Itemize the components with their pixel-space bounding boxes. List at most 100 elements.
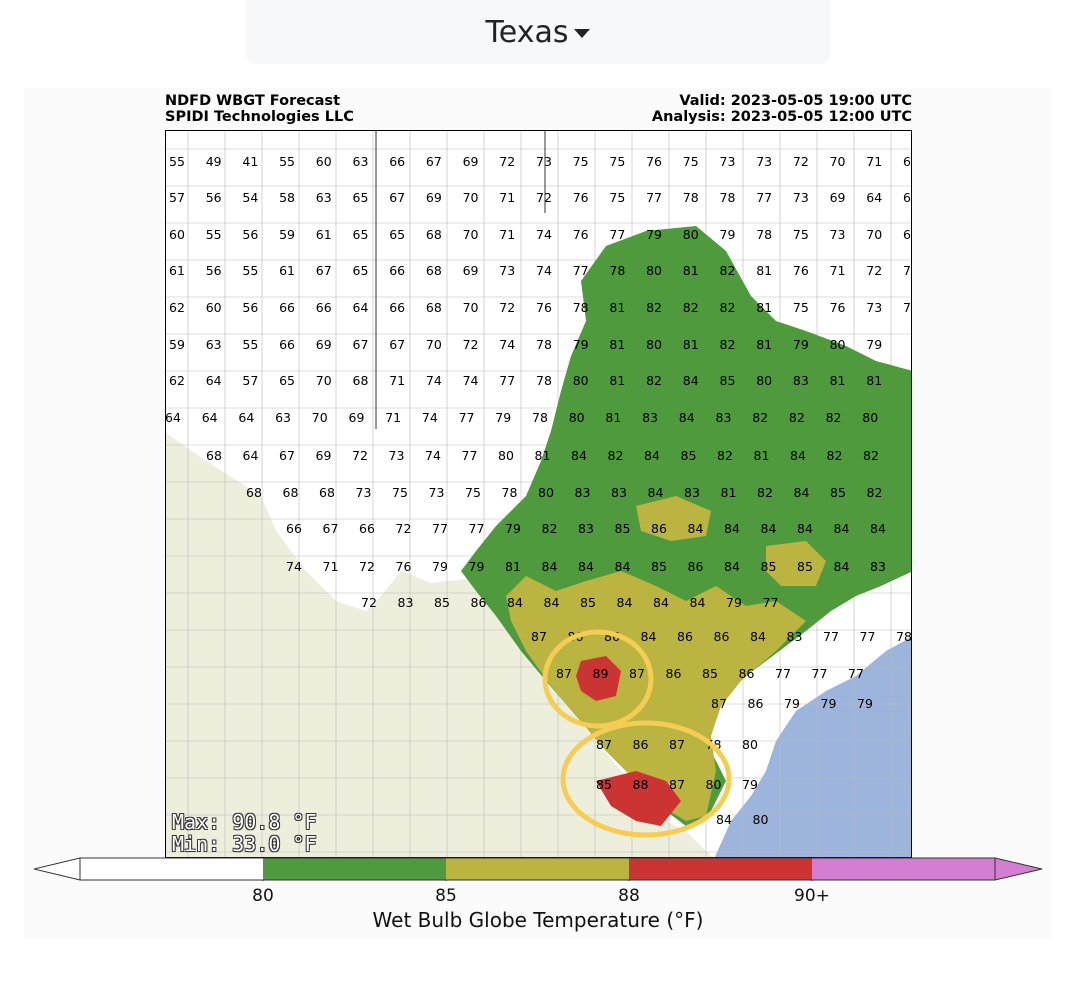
county-value: 84 xyxy=(688,521,704,536)
county-value: 86 xyxy=(677,629,693,644)
county-value: 72 xyxy=(396,521,412,536)
county-value: 59 xyxy=(169,337,185,352)
county-value: 87 xyxy=(669,777,685,792)
county-value: 85 xyxy=(596,777,612,792)
figure-org: SPIDI Technologies LLC xyxy=(165,109,354,125)
county-value: 81 xyxy=(721,485,737,500)
county-value: 72 xyxy=(499,154,515,169)
county-value: 86 xyxy=(714,629,730,644)
county-value: 79 xyxy=(793,337,809,352)
county-value: 72 xyxy=(499,300,515,315)
county-value: 70 xyxy=(463,300,479,315)
county-value: 67 xyxy=(316,263,332,278)
county-value: 68 xyxy=(246,485,262,500)
county-value: 65 xyxy=(353,263,369,278)
county-value: 67 xyxy=(279,448,295,463)
county-value: 77 xyxy=(848,666,864,681)
county-value: 72 xyxy=(793,154,809,169)
county-value: 55 xyxy=(206,227,222,242)
red-zone-1 xyxy=(576,656,621,701)
county-value: 75 xyxy=(465,485,481,500)
county-value: 83 xyxy=(793,373,809,388)
county-value: 73 xyxy=(793,190,809,205)
county-value: 7 xyxy=(903,300,911,315)
county-value: 65 xyxy=(353,227,369,242)
county-value: 76 xyxy=(646,154,662,169)
county-value: 68 xyxy=(426,300,442,315)
county-value: 81 xyxy=(609,337,625,352)
county-value: 60 xyxy=(206,300,222,315)
gulf-water xyxy=(714,637,911,857)
county-value: 87 xyxy=(629,666,645,681)
county-value: 86 xyxy=(471,595,487,610)
county-value: 70 xyxy=(426,337,442,352)
county-value: 69 xyxy=(316,448,332,463)
county-value: 57 xyxy=(242,373,258,388)
county-value: 70 xyxy=(312,410,328,425)
county-value: 69 xyxy=(463,154,479,169)
county-value: 86 xyxy=(633,737,649,752)
county-value: 84 xyxy=(617,595,633,610)
county-value: 80 xyxy=(573,373,589,388)
county-value: 70 xyxy=(830,154,846,169)
county-value: 74 xyxy=(286,559,302,574)
county-value: 84 xyxy=(834,559,850,574)
colorbar-tick-label-85: 85 xyxy=(435,886,457,906)
county-value: 49 xyxy=(206,154,222,169)
valid-time: Valid: 2023-05-05 19:00 UTC xyxy=(679,93,912,109)
county-value: 74 xyxy=(425,448,441,463)
county-value: 73 xyxy=(499,263,515,278)
county-value: 82 xyxy=(720,263,736,278)
county-value: 72 xyxy=(361,595,377,610)
county-value: 74 xyxy=(463,373,479,388)
county-value: 81 xyxy=(830,373,846,388)
county-value: 78 xyxy=(573,300,589,315)
county-value: 7 xyxy=(903,263,911,278)
county-value: 81 xyxy=(754,448,770,463)
county-value: 80 xyxy=(646,337,662,352)
county-value: 83 xyxy=(684,485,700,500)
county-value: 80 xyxy=(742,737,758,752)
county-value: 64 xyxy=(238,410,254,425)
county-value: 76 xyxy=(793,263,809,278)
county-value: 82 xyxy=(752,410,768,425)
county-value: 73 xyxy=(866,300,882,315)
county-value: 56 xyxy=(206,263,222,278)
county-value: 83 xyxy=(716,410,732,425)
county-value: 83 xyxy=(398,595,414,610)
county-value: 80 xyxy=(830,337,846,352)
county-value: 85 xyxy=(797,559,813,574)
county-value: 68 xyxy=(353,373,369,388)
county-value: 84 xyxy=(724,559,740,574)
county-value: 84 xyxy=(544,595,560,610)
county-value: 73 xyxy=(429,485,445,500)
county-value: 77 xyxy=(860,629,876,644)
county-value: 58 xyxy=(279,190,295,205)
county-value: 59 xyxy=(279,227,295,242)
county-value: 79 xyxy=(784,696,800,711)
county-value-labels: 55 49 41 55 60 63 66 67 69 72 73 75 75 76 75 73 73 72 70 71… xyxy=(166,154,912,827)
county-value: 66 xyxy=(389,300,405,315)
county-value: 82 xyxy=(827,448,843,463)
county-value: 72 xyxy=(866,263,882,278)
county-value: 69 xyxy=(316,337,332,352)
county-value: 68 xyxy=(426,227,442,242)
county-value: 71 xyxy=(830,263,846,278)
county-value: 69 xyxy=(903,227,912,242)
county-value: 82 xyxy=(789,410,805,425)
state-dropdown[interactable]: Texas xyxy=(246,0,830,64)
county-value: 83 xyxy=(870,559,886,574)
county-value: 78 xyxy=(896,629,912,644)
county-value: 79 xyxy=(469,559,485,574)
county-value: 80 xyxy=(862,410,878,425)
county-value: 84 xyxy=(644,448,660,463)
county-value: 69 xyxy=(349,410,365,425)
county-value: 85 xyxy=(761,559,777,574)
county-value: 69 xyxy=(463,263,479,278)
county-value: 79 xyxy=(720,227,736,242)
county-value: 79 xyxy=(866,337,882,352)
county-value: 64 xyxy=(166,410,181,425)
county-value: 82 xyxy=(720,337,736,352)
highlight-ring-north xyxy=(542,629,654,729)
county-value: 60 xyxy=(169,227,185,242)
